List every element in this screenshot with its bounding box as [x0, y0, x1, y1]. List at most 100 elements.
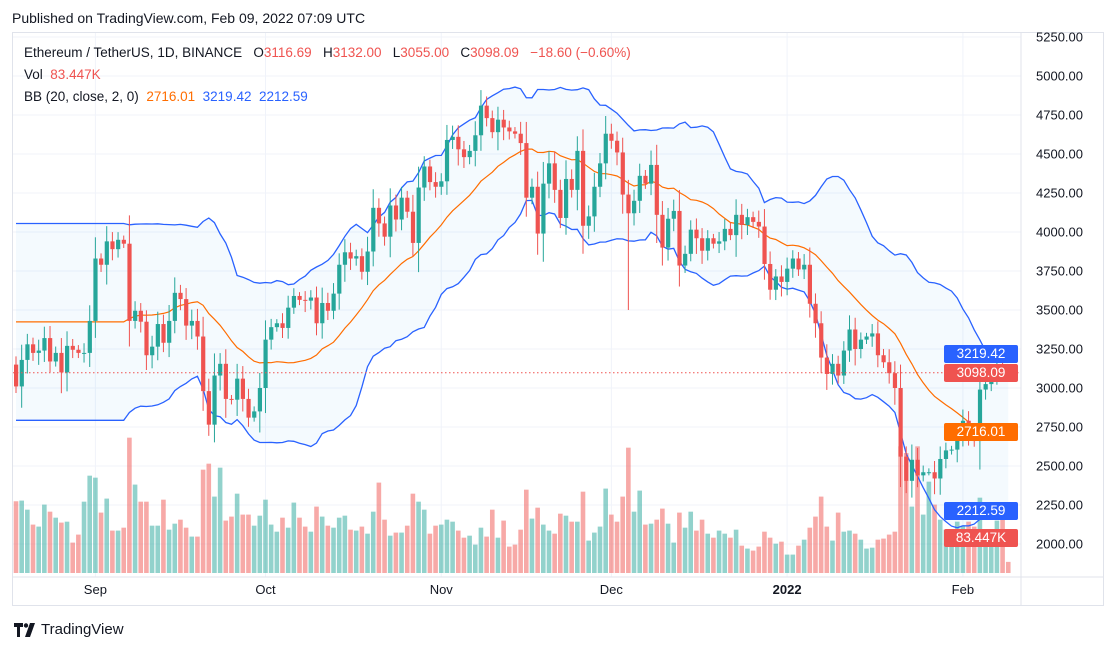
candle-body: [104, 241, 109, 265]
volume-bar: [325, 525, 331, 573]
candle-body: [359, 256, 365, 272]
candle-body: [184, 299, 189, 326]
candle-body: [167, 320, 172, 343]
candle-body: [637, 175, 642, 201]
volume-bar: [495, 537, 501, 573]
volume-bar: [643, 524, 648, 573]
candle-body: [734, 214, 739, 236]
candle-body: [983, 384, 988, 390]
volume-bar: [558, 513, 563, 573]
candle-body: [195, 320, 200, 337]
volume-bar: [455, 530, 461, 573]
volume-bar: [70, 542, 75, 573]
volume-bar: [773, 543, 779, 573]
volume-bar: [365, 533, 370, 573]
candle-body: [212, 375, 217, 425]
price-tick-label: 2250.00: [1036, 497, 1083, 513]
candle-body: [138, 310, 143, 322]
candle-body: [144, 321, 149, 356]
volume-bar: [172, 523, 178, 573]
candle-body: [286, 307, 291, 328]
volume-bar: [705, 533, 711, 573]
volume-bar: [195, 536, 200, 573]
volume-label[interactable]: Vol: [24, 67, 43, 82]
volume-bar: [1005, 561, 1011, 573]
volume-bar: [410, 493, 416, 573]
candle-body: [881, 355, 886, 363]
price-tick-label: 3750.00: [1036, 263, 1083, 279]
candle-body: [620, 152, 625, 195]
volume-bar: [234, 493, 240, 573]
volume-bar: [223, 520, 229, 573]
candle-body: [82, 352, 87, 354]
volume-value: 83.447K: [50, 67, 101, 82]
volume-bar: [677, 512, 682, 573]
candle-body: [31, 344, 36, 353]
volume-bar: [76, 534, 81, 573]
volume-bar: [988, 543, 994, 573]
volume-bar: [784, 554, 790, 573]
volume-bar: [489, 509, 495, 573]
volume-bar: [399, 532, 404, 573]
volume-bar: [115, 530, 121, 573]
volume-bar: [348, 529, 353, 573]
volume-bar: [110, 530, 115, 573]
candle-body: [802, 264, 807, 270]
candle-body: [819, 323, 824, 358]
volume-bar: [603, 488, 608, 573]
volume-bar: [484, 536, 489, 573]
candle-body: [399, 197, 404, 220]
time-tick-label: Feb: [951, 582, 975, 597]
volume-bar: [512, 544, 518, 573]
volume-bar: [620, 496, 625, 573]
volume-bar: [563, 515, 569, 573]
bb-basis-value: 2716.01: [146, 89, 196, 104]
volume-bar: [387, 535, 393, 573]
volume-bar: [716, 530, 722, 573]
price-tag: 3219.42: [944, 344, 1018, 363]
volume-bar: [319, 516, 325, 573]
candles: [14, 90, 1011, 498]
tradingview-logo[interactable]: TradingView: [14, 621, 124, 638]
close-label: C: [460, 45, 471, 60]
bb-lower-line: [16, 199, 1009, 529]
candle-body: [308, 297, 314, 301]
volume-bar: [104, 498, 110, 573]
candle-body: [575, 150, 580, 190]
bb-label[interactable]: BB (20, close, 2, 0): [24, 89, 139, 104]
volume-bar: [779, 541, 784, 573]
volume-bar: [869, 547, 875, 573]
candle-body: [649, 164, 654, 184]
candle-body: [280, 323, 285, 328]
price-tick-label: 5000.00: [1036, 68, 1083, 84]
volume-bar: [949, 538, 954, 573]
volume-bar: [699, 519, 705, 573]
candle-body: [263, 339, 268, 388]
volume-bar: [285, 527, 291, 573]
candle-body: [518, 133, 523, 144]
symbol-title[interactable]: Ethereum / TetherUS, 1D, BINANCE: [24, 45, 243, 60]
candle-body: [700, 238, 705, 251]
volume-bar: [280, 517, 285, 573]
volume-bar: [370, 511, 376, 573]
volume-bar: [818, 496, 824, 573]
volume-bar: [127, 437, 132, 573]
volume-bar: [229, 516, 234, 573]
volume-bar: [331, 527, 336, 573]
low-value: 3055.00: [400, 45, 450, 60]
candle-body: [25, 344, 30, 360]
bb-lower-value: 2212.59: [258, 89, 308, 104]
candle-body: [235, 378, 240, 400]
candle-body: [943, 450, 949, 459]
candle-body: [99, 258, 104, 265]
volume-bar: [835, 512, 841, 573]
candle-body: [592, 186, 597, 217]
candle-body: [490, 118, 495, 133]
candle-body: [938, 458, 943, 479]
candle-body: [546, 163, 552, 184]
candle-body: [467, 150, 472, 158]
candle-body: [155, 324, 160, 347]
candle-body: [48, 338, 53, 362]
volume-bar: [626, 447, 631, 573]
